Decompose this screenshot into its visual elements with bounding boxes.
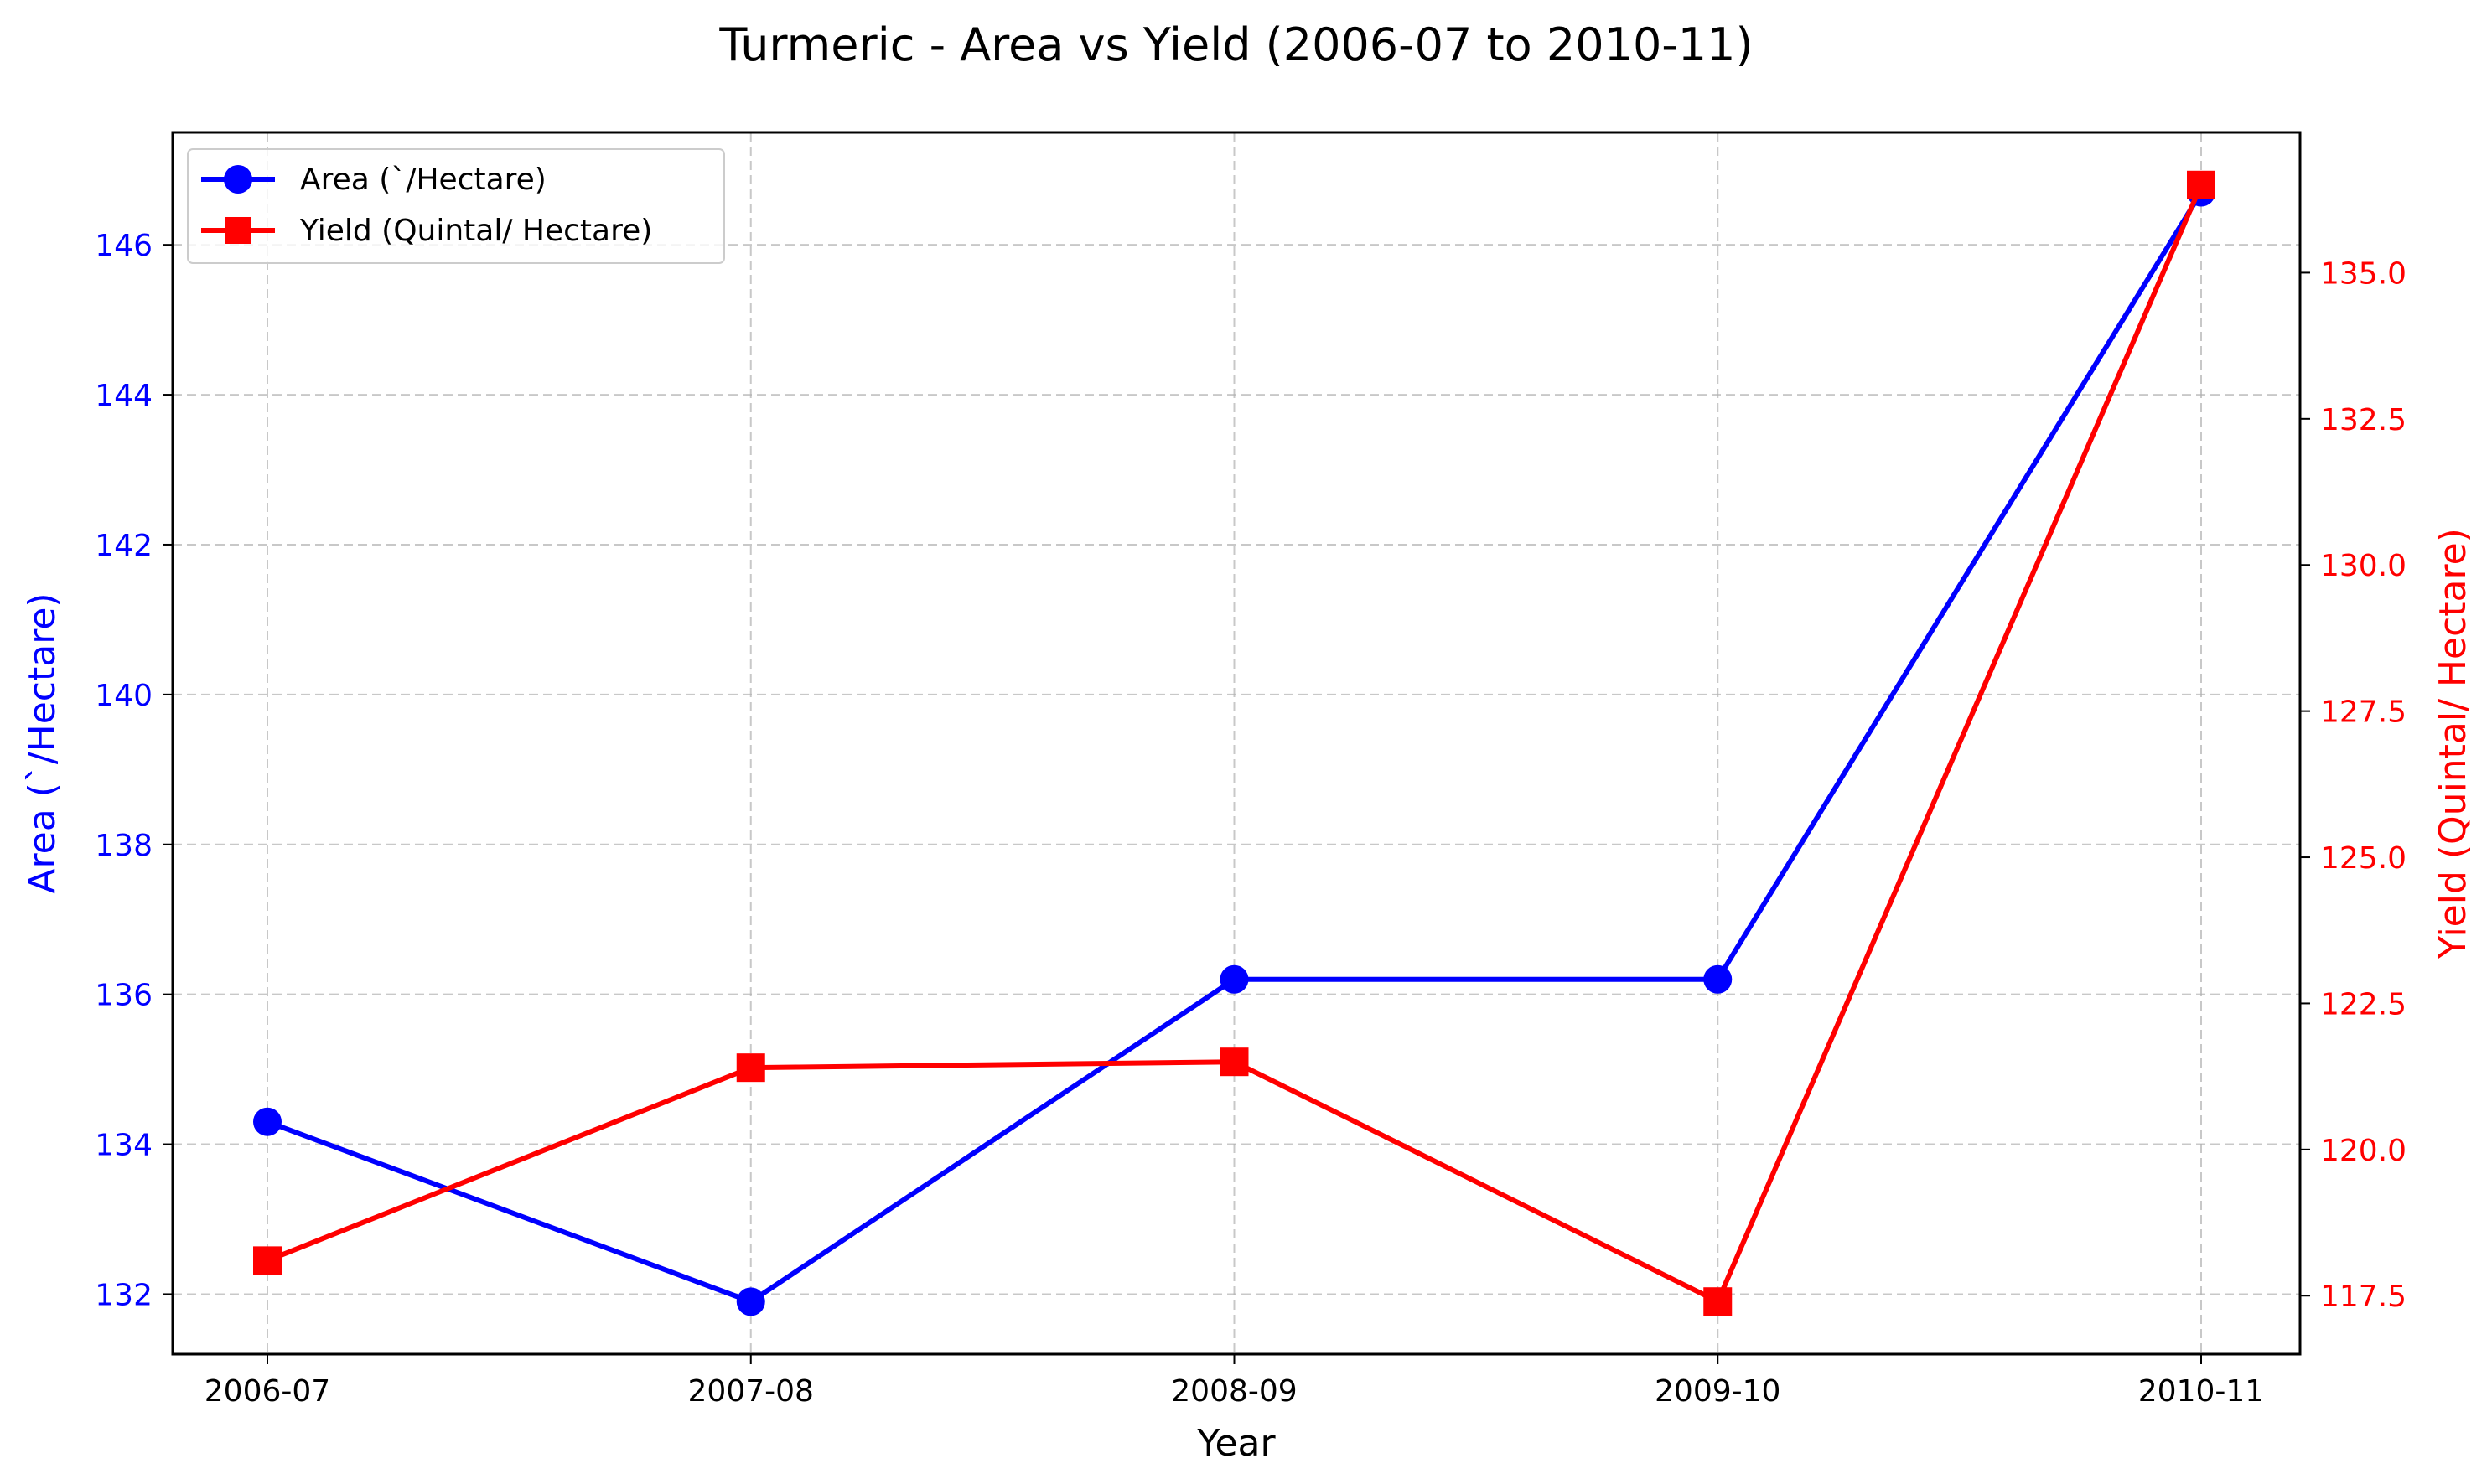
y-right-tick-label: 122.5 <box>2320 987 2407 1021</box>
x-axis: 2006-07 2007-08 2008-09 2009-10 2010-11 <box>205 1354 2264 1409</box>
y-right-tick-label: 132.5 <box>2320 403 2407 437</box>
data-point-yield <box>2187 170 2215 199</box>
y-left-tick-label: 138 <box>95 829 153 863</box>
data-point-yield <box>1703 1287 1733 1316</box>
x-axis-title: Year <box>1196 1422 1276 1465</box>
y-left-tick-label: 134 <box>95 1129 153 1163</box>
y-right-tick-label: 130.0 <box>2320 549 2407 583</box>
x-tick-label: 2006-07 <box>205 1374 330 1409</box>
y-left-tick-label: 132 <box>95 1278 153 1312</box>
y-right-tick-label: 117.5 <box>2320 1280 2407 1314</box>
y-left-axis-title: Area (`/Hectare) <box>21 592 64 893</box>
y-left-axis: 132 134 136 138 140 142 144 146 <box>95 229 173 1312</box>
series-layer <box>253 170 2215 1316</box>
y-right-tick-label: 125.0 <box>2320 841 2407 876</box>
y-left-tick-label: 136 <box>95 979 153 1013</box>
x-tick-label: 2010-11 <box>2138 1374 2264 1409</box>
data-point-area <box>1703 964 1733 994</box>
data-point-yield <box>253 1246 282 1275</box>
legend-box <box>187 148 725 264</box>
data-point-area <box>736 1287 765 1316</box>
x-tick-label: 2009-10 <box>1655 1374 1780 1409</box>
legend-area-label: Area (`/Hectare) <box>300 163 547 197</box>
y-left-tick-label: 144 <box>95 379 153 413</box>
data-point-yield <box>1220 1047 1249 1077</box>
grid <box>173 132 2300 1354</box>
y-right-axis-title: Yield (Quintal/ Hectare) <box>2432 528 2474 959</box>
legend: Area (`/Hectare) Yield (Quintal/ Hectare… <box>187 148 725 264</box>
y-left-tick-label: 142 <box>95 529 153 563</box>
y-right-tick-label: 120.0 <box>2320 1134 2407 1168</box>
y-right-axis: 117.5 120.0 122.5 125.0 127.5 130.0 132.5 135.0 <box>2300 256 2407 1314</box>
data-point-yield <box>736 1053 765 1083</box>
x-tick-label: 2007-08 <box>688 1374 814 1409</box>
data-point-area <box>1220 964 1249 994</box>
y-left-tick-label: 146 <box>95 229 153 263</box>
data-point-area <box>253 1107 282 1136</box>
plot-frame <box>171 131 2302 1356</box>
legend-yield-marker <box>225 217 251 244</box>
y-right-tick-label: 135.0 <box>2320 256 2407 291</box>
x-tick-label: 2008-09 <box>1171 1374 1297 1409</box>
y-left-tick-label: 140 <box>95 679 153 713</box>
legend-yield-label: Yield (Quintal/ Hectare) <box>299 214 652 248</box>
chart-title: Turmeric - Area vs Yield (2006-07 to 201… <box>718 18 1753 71</box>
y-right-tick-label: 127.5 <box>2320 695 2407 730</box>
legend-area-marker <box>224 165 252 194</box>
